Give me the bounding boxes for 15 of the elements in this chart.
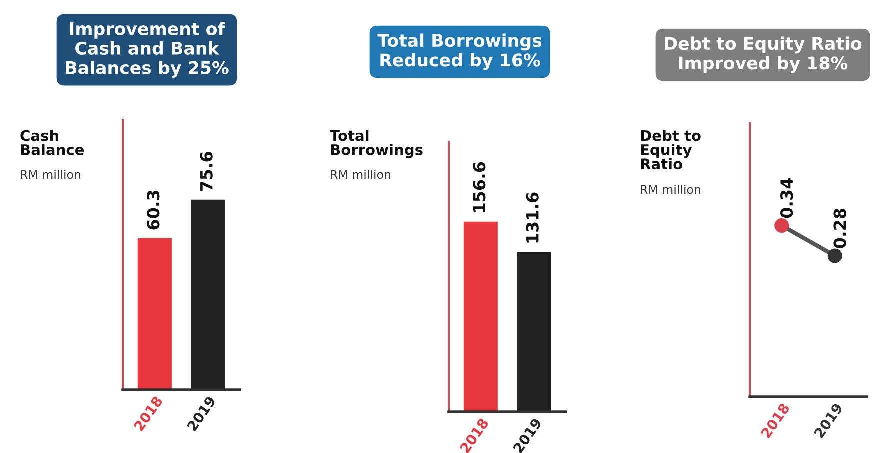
chart-title: Debt to Equity Ratio Improved by 18% (665, 36, 862, 74)
chart-subtitle: RM million (641, 185, 700, 194)
data-label: 60.3 (147, 190, 160, 230)
chart-title: Total Borrowings Reduced by 16% (378, 34, 542, 70)
data-label: 75.6 (200, 152, 213, 192)
data-label: 0.28 (834, 209, 846, 248)
data-label: 131.6 (526, 192, 539, 243)
chart-subtitle: RM million (21, 170, 80, 180)
data-label: 156.6 (473, 162, 486, 212)
data-label: 0.34 (780, 178, 794, 218)
y-axis-title: Cash Balance (20, 130, 84, 156)
y-axis-title: Total Borrowings (330, 130, 423, 158)
chart-subtitle: RM million (331, 170, 390, 180)
chart-title: Improvement of Cash and Bank Balances by 25% (66, 22, 229, 78)
y-axis-title: Debt to Equity Ratio (641, 130, 701, 170)
